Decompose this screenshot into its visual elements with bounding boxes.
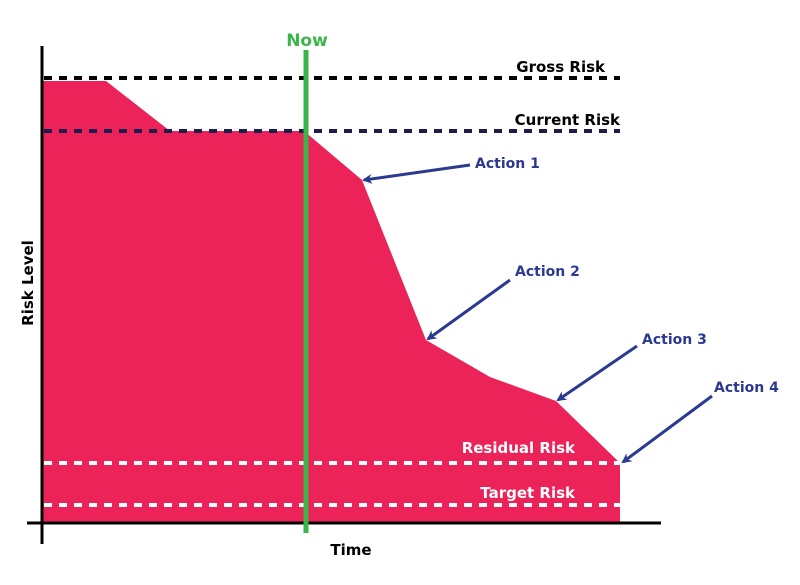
now-label: Now — [286, 31, 328, 51]
action-4-label: Action 4 — [714, 380, 779, 396]
target-risk-label: Target Risk — [480, 484, 576, 502]
residual-risk-label: Residual Risk — [462, 439, 576, 457]
action-1: Action 1 — [362, 156, 540, 184]
action-3-arrow — [556, 344, 638, 402]
action-4-arrow — [621, 394, 713, 464]
y-axis-label: Risk Level — [19, 240, 37, 326]
action-2-arrow — [426, 278, 511, 341]
action-4: Action 4 — [621, 380, 779, 464]
gross-risk-label: Gross Risk — [516, 58, 606, 76]
action-2: Action 2 — [426, 264, 580, 341]
action-3-label: Action 3 — [642, 332, 707, 348]
x-axis-label: Time — [330, 541, 371, 559]
action-1-label: Action 1 — [475, 156, 540, 172]
action-1-arrow — [362, 163, 471, 184]
current-risk-label: Current Risk — [515, 111, 621, 129]
risk-area — [43, 81, 620, 523]
action-3: Action 3 — [556, 332, 707, 402]
action-2-label: Action 2 — [515, 264, 580, 280]
